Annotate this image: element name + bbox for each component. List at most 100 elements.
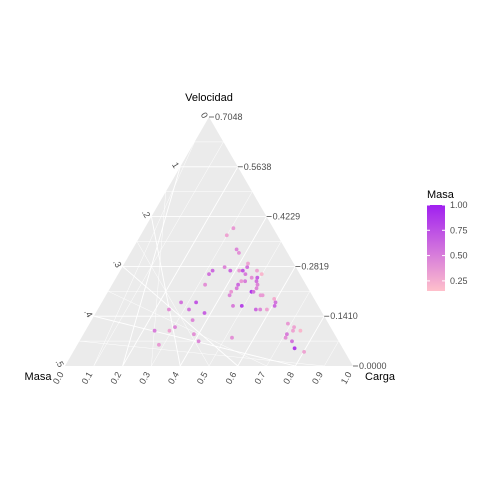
data-point: [192, 332, 196, 337]
gridline: [151, 191, 253, 367]
data-point: [231, 304, 235, 308]
legend-title: Masa: [427, 189, 455, 201]
data-point: [285, 332, 289, 337]
data-point: [234, 286, 239, 291]
vertex-label-top: Velocidad: [185, 92, 233, 104]
gridline: [108, 291, 267, 367]
data-point: [203, 282, 208, 287]
data-point: [228, 268, 233, 273]
data-point: [253, 307, 258, 312]
left-axis-tick-label: 0: [199, 111, 210, 120]
gridline: [79, 340, 325, 367]
data-point: [239, 279, 244, 284]
data-point: [272, 304, 277, 308]
bottom-axis-tick-label: 0.8: [281, 370, 296, 386]
data-point: [234, 247, 239, 252]
data-point: [239, 304, 244, 308]
legend: Masa 1.00 0.75 0.50 0.25: [427, 189, 468, 291]
gridline: [295, 315, 325, 367]
data-point: [240, 268, 245, 273]
legend-label: 0.25: [450, 276, 468, 286]
bottom-axis-tick-label: 0.1: [80, 370, 95, 386]
legend-label: 0.75: [450, 225, 468, 235]
data-point: [302, 350, 306, 354]
bottom-axis-tick-label: 0.7: [252, 370, 267, 386]
data-point: [292, 325, 296, 329]
data-points: [152, 226, 306, 354]
data-point: [231, 226, 236, 231]
data-point: [237, 268, 242, 273]
data-point: [292, 346, 297, 351]
bottom-axis-tick-label: 0.2: [108, 370, 123, 386]
data-point: [255, 268, 259, 273]
data-point: [173, 325, 177, 329]
data-point: [291, 328, 295, 333]
gridline: [122, 266, 239, 367]
gridline: [93, 315, 296, 367]
data-point: [255, 282, 260, 287]
right-axis-tick-label: 0.0000: [359, 361, 387, 371]
bottom-axis-tick-label: 0.6: [224, 370, 239, 386]
legend-label: 1.00: [450, 200, 468, 210]
bottom-axis-tick-label: 0.5: [195, 370, 210, 386]
gridline: [208, 241, 282, 367]
data-point: [187, 307, 191, 312]
data-point: [298, 328, 303, 333]
data-point: [157, 342, 161, 347]
data-point: [236, 282, 241, 287]
left-axis-tick-label: .2: [140, 208, 152, 220]
data-point: [243, 272, 248, 276]
legend-label: 0.50: [450, 251, 468, 261]
legend-colorbar: [427, 205, 445, 291]
data-point: [245, 265, 250, 269]
data-point: [283, 335, 288, 340]
bottom-axis-tick-label: 1.0: [339, 370, 354, 386]
data-point: [222, 265, 227, 269]
data-point: [265, 307, 269, 312]
data-point: [254, 286, 259, 291]
data-point: [246, 261, 250, 266]
gridline: [237, 266, 296, 367]
data-point: [227, 293, 232, 298]
data-point: [167, 328, 172, 333]
data-point: [202, 311, 207, 315]
data-point: [254, 279, 259, 284]
data-point: [290, 339, 294, 344]
right-axis-tick-label: 0.4229: [273, 212, 301, 222]
bottom-axis-tick-label: 0.0: [51, 370, 66, 386]
data-point: [179, 300, 184, 305]
bottom-axis-tick-label: 0.4: [166, 370, 181, 386]
bottom-axis-tick-label: 0.3: [137, 370, 152, 386]
data-point: [224, 233, 229, 238]
left-axis-tick-label: .4: [82, 308, 94, 320]
data-point: [272, 297, 277, 301]
data-point: [229, 289, 234, 294]
data-point: [230, 335, 234, 340]
data-point: [259, 272, 264, 276]
data-point: [286, 321, 290, 326]
vertex-label-left: Masa: [25, 371, 53, 383]
gridline: [323, 340, 339, 367]
data-point: [194, 300, 199, 305]
data-point: [251, 289, 256, 294]
gridline: [266, 291, 311, 367]
right-axis-tick-label: 0.5638: [244, 162, 272, 172]
data-point: [237, 251, 241, 255]
data-point: [273, 300, 278, 305]
left-axis-tick-label: 1: [170, 160, 181, 169]
vertex-label-right: Carga: [365, 371, 396, 383]
bottom-axis-tick-label: 0.9: [310, 370, 325, 386]
data-point: [207, 272, 211, 276]
data-point: [190, 318, 195, 322]
right-axis-tick-label: 0.7048: [215, 112, 243, 122]
gridline: [136, 241, 210, 367]
right-axis-tick-label: 0.1410: [330, 311, 358, 321]
data-point: [258, 307, 263, 312]
data-point: [260, 293, 265, 298]
gridlines: [79, 141, 339, 367]
data-point: [167, 307, 171, 312]
legend-ticks: 1.00 0.75 0.50 0.25: [427, 200, 468, 286]
data-point: [243, 279, 248, 284]
data-point: [255, 275, 260, 280]
data-point: [210, 268, 215, 273]
